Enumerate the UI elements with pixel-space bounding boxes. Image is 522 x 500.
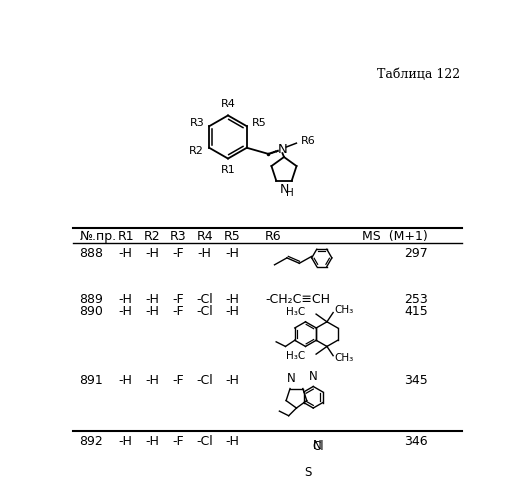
Text: R3: R3 xyxy=(189,118,204,128)
Text: -F: -F xyxy=(173,247,184,260)
Text: -Cl: -Cl xyxy=(196,304,213,318)
Text: -F: -F xyxy=(173,293,184,306)
Text: R2: R2 xyxy=(144,230,160,243)
Text: -H: -H xyxy=(225,293,239,306)
Text: -H: -H xyxy=(225,247,239,260)
Text: -H: -H xyxy=(119,304,133,318)
Text: N: N xyxy=(278,143,287,156)
Text: -F: -F xyxy=(173,304,184,318)
Text: 889: 889 xyxy=(79,293,103,306)
Text: H: H xyxy=(286,188,293,198)
Text: R1: R1 xyxy=(221,165,235,175)
Text: -H: -H xyxy=(119,374,133,387)
Text: №.пр.: №.пр. xyxy=(79,230,116,243)
Text: N: N xyxy=(287,372,296,384)
Text: -F: -F xyxy=(173,374,184,387)
Text: 891: 891 xyxy=(79,374,103,387)
Text: R6: R6 xyxy=(265,230,282,243)
Text: R4: R4 xyxy=(221,99,235,109)
Text: R1: R1 xyxy=(117,230,134,243)
Text: S: S xyxy=(304,466,312,479)
Text: -H: -H xyxy=(145,293,159,306)
Text: 892: 892 xyxy=(79,436,103,448)
Text: -H: -H xyxy=(145,374,159,387)
Text: R6: R6 xyxy=(301,136,316,146)
Text: -CH₂C≡CH: -CH₂C≡CH xyxy=(265,293,330,306)
Text: R4: R4 xyxy=(196,230,213,243)
Text: 890: 890 xyxy=(79,304,103,318)
Text: R5: R5 xyxy=(252,118,267,128)
Text: 297: 297 xyxy=(404,247,428,260)
Text: 415: 415 xyxy=(404,304,428,318)
Text: Cl: Cl xyxy=(312,440,324,453)
Text: H₃C: H₃C xyxy=(286,307,305,317)
Text: 888: 888 xyxy=(79,247,103,260)
Text: -H: -H xyxy=(145,304,159,318)
Text: -H: -H xyxy=(119,436,133,448)
Text: H₃C: H₃C xyxy=(286,352,305,362)
Text: -H: -H xyxy=(225,374,239,387)
Text: CH₃: CH₃ xyxy=(335,305,354,316)
Text: Таблица 122: Таблица 122 xyxy=(377,68,460,80)
Text: -Cl: -Cl xyxy=(196,374,213,387)
Text: 346: 346 xyxy=(405,436,428,448)
Text: N: N xyxy=(279,184,289,196)
Text: -H: -H xyxy=(145,247,159,260)
Text: MS  (M+1): MS (M+1) xyxy=(362,230,428,243)
Text: -Cl: -Cl xyxy=(196,293,213,306)
Text: -H: -H xyxy=(145,436,159,448)
Text: CH₃: CH₃ xyxy=(335,353,354,363)
Text: R3: R3 xyxy=(170,230,187,243)
Text: 345: 345 xyxy=(404,374,428,387)
Text: -Cl: -Cl xyxy=(196,436,213,448)
Text: 253: 253 xyxy=(404,293,428,306)
Text: -H: -H xyxy=(198,247,212,260)
Text: N: N xyxy=(313,439,322,452)
Text: N: N xyxy=(309,370,317,382)
Text: R2: R2 xyxy=(189,146,204,156)
Text: -F: -F xyxy=(173,436,184,448)
Text: R5: R5 xyxy=(223,230,240,243)
Text: -H: -H xyxy=(119,293,133,306)
Text: -H: -H xyxy=(119,247,133,260)
Text: -H: -H xyxy=(225,304,239,318)
Text: -H: -H xyxy=(225,436,239,448)
